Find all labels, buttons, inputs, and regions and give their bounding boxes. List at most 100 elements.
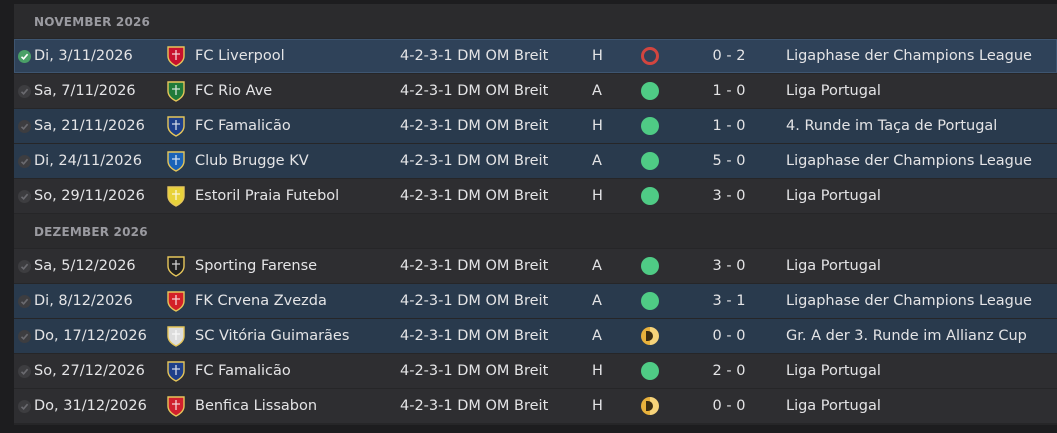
draw-dot-icon (641, 397, 659, 415)
win-result-icon (641, 187, 659, 205)
fixture-row[interactable]: So, 29/11/2026 Estoril Praia Futebol 4-2-3… (14, 179, 1057, 213)
opponent-team-link[interactable]: FC Rio Ave (195, 83, 273, 99)
competition-link[interactable]: Ligaphase der Champions League (786, 48, 1032, 64)
competition-link[interactable]: Ligaphase der Champions League (786, 293, 1032, 309)
venue-indicator: H (592, 398, 603, 414)
fixture-row[interactable]: Di, 8/12/2026 FK Crvena Zvezda 4-2-3-1 DM … (14, 284, 1057, 318)
famalicao-crest-icon[interactable] (164, 359, 188, 383)
month-section-header: DEZEMBER 2026 (14, 214, 1057, 248)
match-score[interactable]: 3 - 0 (712, 258, 746, 274)
venue-indicator: A (592, 293, 602, 309)
match-score[interactable]: 0 - 0 (712, 398, 746, 414)
farense-crest-icon[interactable] (164, 254, 188, 278)
checkmark-icon[interactable] (18, 120, 31, 133)
win-result-icon (641, 152, 659, 170)
opponent-team-link[interactable]: FC Famalicão (195, 118, 291, 134)
checkmark-icon[interactable] (18, 295, 31, 308)
formation-label: 4-2-3-1 DM OM Breit (400, 328, 549, 344)
match-score[interactable]: 1 - 0 (712, 83, 746, 99)
match-score[interactable]: 2 - 0 (712, 363, 746, 379)
opponent-team-link[interactable]: SC Vitória Guimarães (195, 328, 350, 344)
liverpool-crest-icon[interactable] (164, 44, 188, 68)
competition-link[interactable]: Liga Portugal (786, 188, 881, 204)
fixture-row[interactable]: Do, 31/12/2026 Benfica Lissabon 4-2-3-1 DM… (14, 389, 1057, 423)
match-date: Di, 8/12/2026 (34, 293, 133, 309)
checkmark-icon[interactable] (18, 155, 31, 168)
checkmark-icon[interactable] (18, 85, 31, 98)
checkmark-icon[interactable] (18, 260, 31, 273)
fixture-row[interactable]: So, 27/12/2026 FC Famalicão 4-2-3-1 DM OM … (14, 354, 1057, 388)
opponent-team-link[interactable]: Benfica Lissabon (195, 398, 318, 414)
month-label: NOVEMBER 2026 (34, 15, 151, 29)
month-section-header: NOVEMBER 2026 (14, 4, 1057, 38)
fixture-row[interactable]: Do, 17/12/2026 SC Vitória Guimarães 4-2-3-… (14, 319, 1057, 353)
win-dot-icon (641, 82, 659, 100)
match-date: So, 29/11/2026 (34, 188, 145, 204)
fixture-row[interactable]: Di, 3/11/2026 FC Liverpool 4-2-3-1 DM OM B… (14, 39, 1057, 73)
checkmark-icon[interactable] (18, 365, 31, 378)
opponent-team-link[interactable]: FK Crvena Zvezda (195, 293, 327, 309)
formation-label: 4-2-3-1 DM OM Breit (400, 48, 549, 64)
rio-ave-crest-icon[interactable] (164, 79, 188, 103)
match-score[interactable]: 3 - 1 (712, 293, 746, 309)
win-result-icon (641, 362, 659, 380)
frame-left (0, 0, 14, 433)
formation-label: 4-2-3-1 DM OM Breit (400, 83, 549, 99)
opponent-team-link[interactable]: FC Famalicão (195, 363, 291, 379)
competition-link[interactable]: Liga Portugal (786, 83, 881, 99)
fixture-row[interactable]: Sa, 21/11/2026 FC Famalicão 4-2-3-1 DM OM … (14, 109, 1057, 143)
win-dot-icon (641, 187, 659, 205)
competition-link[interactable]: Gr. A der 3. Runde im Allianz Cup (786, 328, 1027, 344)
win-dot-icon (641, 257, 659, 275)
formation-label: 4-2-3-1 DM OM Breit (400, 153, 549, 169)
draw-result-icon (641, 327, 659, 345)
competition-link[interactable]: 4. Runde im Taça de Portugal (786, 118, 998, 134)
fixture-row[interactable]: Sa, 5/12/2026 Sporting Farense 4-2-3-1 DM … (14, 249, 1057, 283)
venue-indicator: A (592, 258, 602, 274)
competition-link[interactable]: Liga Portugal (786, 363, 881, 379)
club-brugge-crest-icon[interactable] (164, 149, 188, 173)
match-date: Do, 17/12/2026 (34, 328, 147, 344)
checkmark-icon[interactable] (18, 330, 31, 343)
opponent-team-link[interactable]: Estoril Praia Futebol (195, 188, 340, 204)
match-date: Sa, 7/11/2026 (34, 83, 136, 99)
estoril-crest-icon[interactable] (164, 184, 188, 208)
match-score[interactable]: 5 - 0 (712, 153, 746, 169)
venue-indicator: A (592, 328, 602, 344)
match-score[interactable]: 0 - 0 (712, 328, 746, 344)
match-date: Sa, 21/11/2026 (34, 118, 145, 134)
competition-link[interactable]: Ligaphase der Champions League (786, 153, 1032, 169)
competition-link[interactable]: Liga Portugal (786, 398, 881, 414)
match-score[interactable]: 0 - 2 (712, 48, 746, 64)
vitoria-guimaraes-crest-icon[interactable] (164, 324, 188, 348)
frame-bottom (0, 425, 1057, 433)
opponent-team-link[interactable]: Club Brugge KV (195, 153, 309, 169)
win-dot-icon (641, 292, 659, 310)
famalicao-crest-icon[interactable] (164, 114, 188, 138)
crvena-zvezda-crest-icon[interactable] (164, 289, 188, 313)
draw-dot-icon (641, 327, 659, 345)
benfica-crest-icon[interactable] (164, 394, 188, 418)
formation-label: 4-2-3-1 DM OM Breit (400, 258, 549, 274)
venue-indicator: H (592, 188, 603, 204)
checkmark-icon[interactable] (18, 400, 31, 413)
match-score[interactable]: 1 - 0 (712, 118, 746, 134)
venue-indicator: H (592, 363, 603, 379)
checkmark-icon[interactable] (18, 50, 31, 63)
opponent-team-link[interactable]: Sporting Farense (195, 258, 318, 274)
match-date: Di, 3/11/2026 (34, 48, 133, 64)
competition-link[interactable]: Liga Portugal (786, 258, 881, 274)
checkmark-icon[interactable] (18, 190, 31, 203)
month-label: DEZEMBER 2026 (34, 225, 148, 239)
match-date: Sa, 5/12/2026 (34, 258, 136, 274)
fixture-row[interactable]: Sa, 7/11/2026 FC Rio Ave 4-2-3-1 DM OM Bre… (14, 74, 1057, 108)
win-dot-icon (641, 362, 659, 380)
draw-result-icon (641, 397, 659, 415)
loss-dot-icon (641, 47, 659, 65)
opponent-team-link[interactable]: FC Liverpool (195, 48, 285, 64)
match-date: Do, 31/12/2026 (34, 398, 147, 414)
fixture-row[interactable]: Di, 24/11/2026 Club Brugge KV 4-2-3-1 DM O… (14, 144, 1057, 178)
loss-result-icon (641, 47, 659, 65)
match-score[interactable]: 3 - 0 (712, 188, 746, 204)
